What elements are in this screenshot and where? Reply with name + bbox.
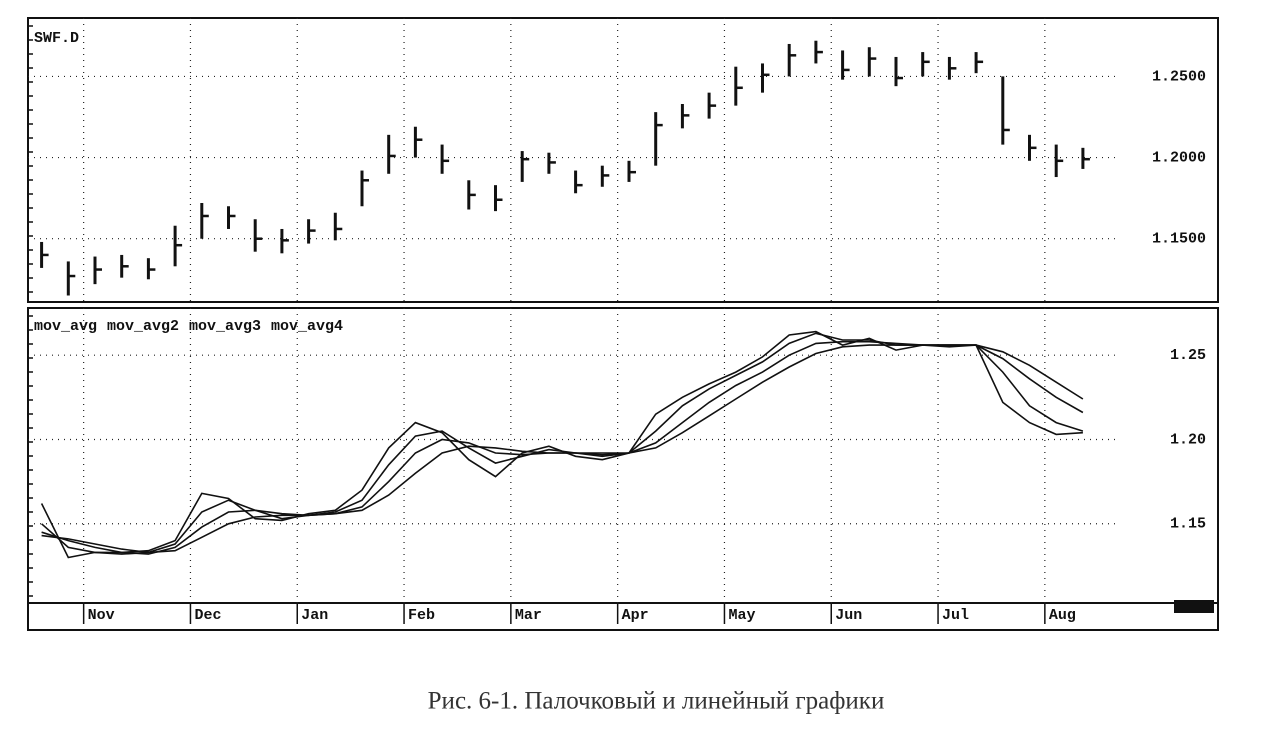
chart-title: SWF.D: [34, 30, 79, 47]
caption: Рис. 6-1. Палочковый и линейный графики: [428, 688, 885, 715]
y-tick-label: 1.1500: [1152, 231, 1206, 248]
x-tick-label: Jan: [301, 607, 328, 624]
legend-entry: mov_avg4: [271, 318, 343, 335]
y-tick-label: 1.20: [1170, 431, 1206, 448]
x-tick-label: May: [728, 607, 755, 624]
scroll-block: [1174, 600, 1214, 613]
ma-line: [41, 332, 1084, 555]
x-tick-label: Nov: [88, 607, 115, 624]
y-tick-label: 1.25: [1170, 347, 1206, 364]
legend-entry: mov_avg: [34, 318, 97, 335]
x-tick-label: Mar: [515, 607, 542, 624]
x-tick-label: Apr: [622, 607, 649, 624]
x-tick-label: Jul: [942, 607, 969, 624]
bottom-panel-frame: [27, 307, 1219, 631]
top-panel-frame: [27, 17, 1219, 303]
y-tick-label: 1.15: [1170, 516, 1206, 533]
x-tick-label: Dec: [194, 607, 221, 624]
ma-line: [41, 344, 1084, 554]
x-tick-label: Jun: [835, 607, 862, 624]
ma-line: [41, 340, 1084, 555]
legend-entry: mov_avg2: [107, 318, 179, 335]
x-tick-label: Feb: [408, 607, 435, 624]
y-tick-label: 1.2500: [1152, 68, 1206, 85]
y-tick-label: 1.2000: [1152, 150, 1206, 167]
legend-entry: mov_avg3: [189, 318, 261, 335]
x-tick-label: Aug: [1049, 607, 1076, 624]
